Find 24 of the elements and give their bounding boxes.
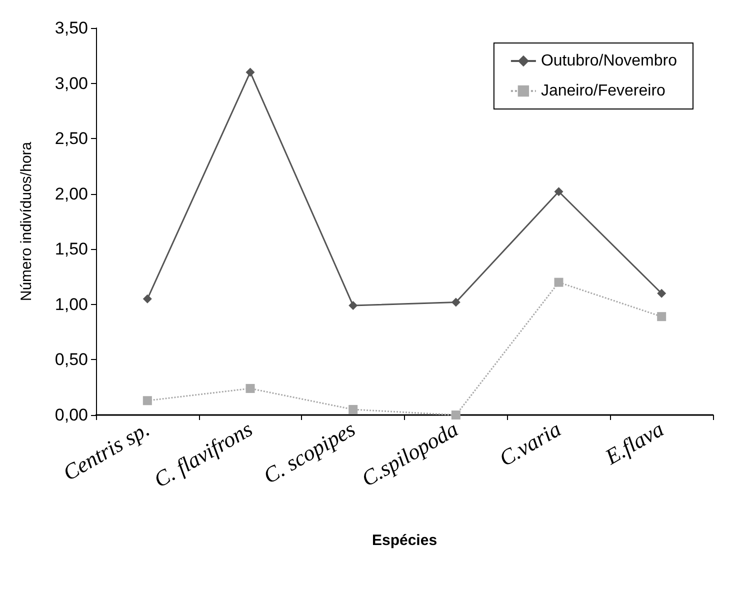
- x-axis-title: Espécies: [372, 532, 438, 549]
- point: [554, 187, 564, 196]
- point: [348, 404, 358, 414]
- point: [554, 278, 564, 287]
- point: [246, 384, 255, 393]
- y-tick-label: 1,00: [54, 294, 88, 314]
- point: [348, 301, 358, 310]
- y-tick-label: 2,50: [54, 129, 88, 148]
- y-tick-label: 3,00: [54, 74, 88, 93]
- y-axis-title: Número indivíduos/hora: [18, 141, 35, 302]
- y-tick-label: 2,00: [54, 184, 88, 204]
- point: [657, 288, 666, 298]
- legend-label: Outubro/Novembro: [540, 52, 678, 70]
- point: [142, 396, 152, 406]
- point: [657, 312, 666, 322]
- y-tick-label: 0,00: [54, 406, 88, 424]
- y-tick-label: 0,50: [54, 350, 88, 370]
- point: [142, 294, 152, 304]
- point: [451, 298, 460, 307]
- legend-label: Janeiro/Fevereiro: [540, 82, 666, 100]
- y-tick-label: 3,50: [54, 18, 88, 38]
- point: [246, 68, 255, 77]
- point: [451, 410, 460, 420]
- y-tick-label: 1,50: [54, 240, 88, 259]
